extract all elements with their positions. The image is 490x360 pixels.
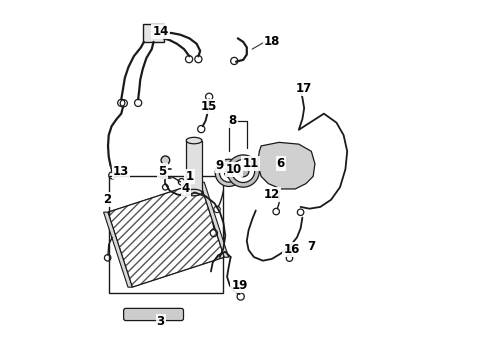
Text: 5: 5 xyxy=(158,165,167,177)
Text: 19: 19 xyxy=(231,279,248,292)
Text: 16: 16 xyxy=(283,243,300,256)
Text: 7: 7 xyxy=(307,240,316,253)
Circle shape xyxy=(238,165,249,177)
Polygon shape xyxy=(200,182,229,257)
Circle shape xyxy=(224,168,233,177)
Text: 12: 12 xyxy=(264,188,280,201)
Polygon shape xyxy=(103,212,132,287)
Bar xyxy=(143,24,164,42)
Circle shape xyxy=(161,156,170,165)
Text: 1: 1 xyxy=(185,170,194,183)
Text: 2: 2 xyxy=(103,193,111,206)
Circle shape xyxy=(232,159,255,183)
Text: 6: 6 xyxy=(277,157,285,170)
Circle shape xyxy=(227,155,259,187)
Text: 18: 18 xyxy=(264,35,280,49)
Text: 4: 4 xyxy=(182,183,190,195)
Text: 17: 17 xyxy=(296,82,312,95)
Bar xyxy=(186,140,202,193)
Text: 11: 11 xyxy=(242,157,259,170)
Circle shape xyxy=(220,163,238,182)
Text: 9: 9 xyxy=(216,159,224,172)
Text: 10: 10 xyxy=(226,163,243,176)
Polygon shape xyxy=(258,142,315,189)
Bar xyxy=(109,176,223,293)
Text: 14: 14 xyxy=(152,25,169,38)
Text: 13: 13 xyxy=(113,165,129,177)
Text: 8: 8 xyxy=(228,114,237,127)
Ellipse shape xyxy=(186,137,202,144)
Text: 15: 15 xyxy=(201,100,218,113)
Text: 3: 3 xyxy=(157,315,165,328)
FancyBboxPatch shape xyxy=(123,309,183,320)
Ellipse shape xyxy=(186,189,202,196)
Circle shape xyxy=(215,159,243,186)
